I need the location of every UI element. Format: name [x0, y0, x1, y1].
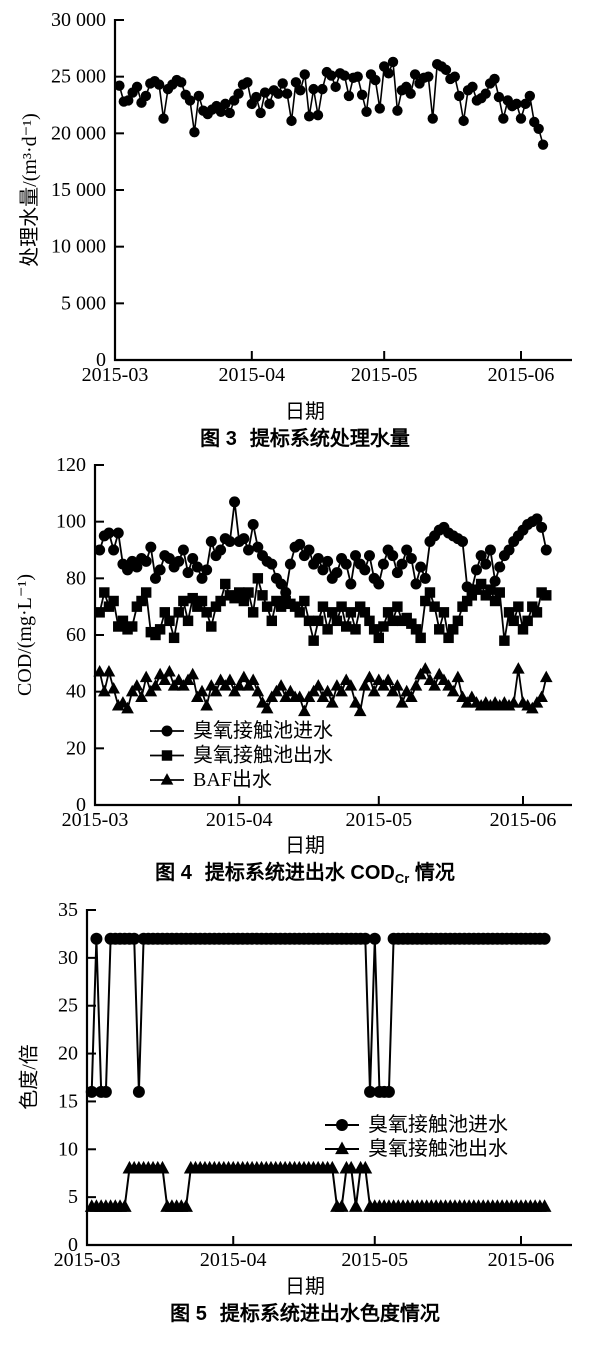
x-tick-label: 2015-03: [54, 1249, 121, 1271]
y-tick-label: 25 000: [51, 66, 106, 88]
figure-5-chroma: 0 5 10 15 20 25 30 35 2015-03 2015-04 2015-05 2015-…: [0, 897, 610, 1357]
y-tick-label: 0: [76, 794, 86, 816]
y-tick-label: 0: [68, 1234, 78, 1256]
x-axis-title: 日期: [285, 835, 325, 857]
y-axis-ticks: 0 5 000 10 000 15 000 20 000 25 000 30 000: [51, 9, 124, 371]
figure-caption: 图 5 提标系统进出水色度情况: [0, 1301, 610, 1327]
legend-label: BAF出水: [193, 768, 272, 791]
series-triangle: [93, 662, 553, 717]
y-tick-label: 40: [66, 681, 86, 703]
water-volume-chart-canvas: 0 5 000 10 000 15 000 20 000 25 000 30 000 2015…: [51, 9, 572, 386]
caption-title: 提标系统处理水量: [249, 428, 410, 450]
x-tick-label: 2015-03: [62, 809, 129, 831]
figure-caption: 图 3 提标系统处理水量: [0, 426, 610, 452]
axis-frame: [93, 464, 572, 807]
figure-4-cod: 0 20 40 60 80 100 120 2015-03 2015-04 2015-05 2015…: [0, 452, 610, 897]
figure-caption: 图 4 提标系统进出水 CODCr 情况: [0, 860, 610, 886]
y-tick-label: 100: [56, 511, 86, 533]
caption-figure-number: 图 5: [170, 1303, 207, 1325]
series-circle: [85, 932, 551, 1098]
x-axis-ticks: 2015-03 2015-04 2015-05 2015-06: [54, 1236, 555, 1271]
series-square: [94, 573, 552, 646]
x-axis-ticks: 2015-03 2015-04 2015-05 2015-06: [82, 351, 555, 386]
y-axis-title: 处理水量/(m³·d⁻¹): [19, 113, 41, 267]
x-tick-label: 2015-04: [206, 809, 273, 831]
y-tick-label: 20: [58, 1043, 78, 1065]
y-tick-label: 60: [66, 624, 86, 646]
x-axis-title: 日期: [285, 401, 325, 423]
y-tick-label: 35: [58, 899, 78, 921]
x-tick-label: 2015-04: [218, 364, 285, 386]
y-tick-label: 120: [56, 454, 86, 476]
caption-title: 提标系统进出水色度情况: [219, 1303, 440, 1325]
y-tick-label: 30 000: [51, 9, 106, 31]
caption-title: 提标系统进出水 COD: [204, 862, 395, 884]
axis-frame: [85, 909, 572, 1247]
legend-label: 臭氧接触池出水: [368, 1137, 508, 1160]
series-circle: [114, 56, 549, 150]
y-axis-ticks: 0 5 10 15 20 25 30 35: [58, 899, 96, 1256]
y-axis-ticks: 0 20 40 60 80 100 120: [56, 454, 104, 816]
x-tick-label: 2015-05: [351, 364, 418, 386]
legend-label: 臭氧接触池进水: [193, 719, 333, 742]
x-tick-label: 2015-06: [488, 1249, 555, 1271]
legend-label: 臭氧接触池进水: [368, 1113, 508, 1136]
x-tick-label: 2015-06: [490, 809, 557, 831]
series-circle: [94, 496, 552, 598]
y-tick-label: 5: [68, 1186, 78, 1208]
axis-frame: [113, 19, 572, 362]
y-tick-label: 10: [58, 1138, 78, 1160]
y-tick-label: 25: [58, 995, 78, 1017]
caption-figure-number: 图 3: [200, 428, 237, 450]
y-axis-title: 色度/倍: [18, 1044, 41, 1110]
x-axis-ticks: 2015-03 2015-04 2015-05 2015-06: [62, 796, 557, 831]
y-tick-label: 30: [58, 947, 78, 969]
y-axis-title: COD/(mg·L⁻¹): [14, 573, 36, 697]
x-axis-title: 日期: [285, 1276, 325, 1298]
x-tick-label: 2015-05: [341, 1249, 408, 1271]
series-triangle: [84, 1160, 552, 1212]
legend-label: 臭氧接触池出水: [193, 744, 333, 767]
y-tick-label: 5 000: [61, 292, 106, 314]
x-tick-label: 2015-04: [200, 1249, 267, 1271]
caption-title-tail: 情况: [409, 862, 455, 884]
y-tick-label: 20 000: [51, 122, 106, 144]
caption-figure-number: 图 4: [155, 862, 192, 884]
caption-subscript: Cr: [394, 871, 410, 886]
x-tick-label: 2015-06: [488, 364, 555, 386]
figure-3-water-volume: 0 5 000 10 000 15 000 20 000 25 000 30 000 2015…: [0, 0, 610, 452]
y-tick-label: 10 000: [51, 236, 106, 258]
y-tick-label: 15: [58, 1090, 78, 1112]
y-tick-label: 0: [96, 349, 106, 371]
y-tick-label: 80: [66, 567, 86, 589]
x-tick-label: 2015-03: [82, 364, 149, 386]
y-tick-label: 15 000: [51, 179, 106, 201]
y-tick-label: 20: [66, 737, 86, 759]
x-tick-label: 2015-05: [345, 809, 412, 831]
